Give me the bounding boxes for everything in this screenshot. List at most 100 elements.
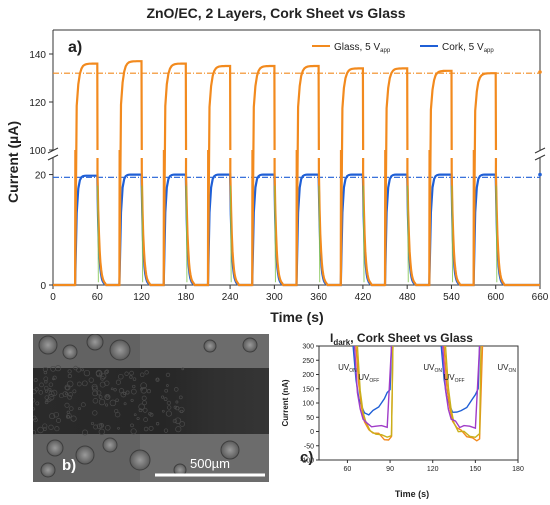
sem-grain xyxy=(138,408,143,413)
uv-annotation: UVOFF xyxy=(358,373,379,384)
sem-grain xyxy=(174,417,182,424)
sem-grain xyxy=(143,426,149,432)
decay-edge-overlay xyxy=(274,185,276,283)
uv-annotation: UVON xyxy=(423,363,442,374)
sem-grain xyxy=(88,377,94,383)
panel-c-ylabel: Current (nA) xyxy=(281,379,290,426)
sem-grain xyxy=(142,407,148,413)
sem-grain xyxy=(181,367,185,371)
sem-grain xyxy=(104,380,110,386)
sem-grain xyxy=(130,398,134,402)
x-tick-label: 540 xyxy=(443,292,460,303)
sem-grain xyxy=(92,410,98,416)
sem-grain xyxy=(49,413,56,420)
sem-grain xyxy=(65,385,70,391)
y-tick-label: 140 xyxy=(29,50,46,61)
sem-grain xyxy=(124,371,129,376)
sem-grain xyxy=(100,423,104,427)
sem-grain xyxy=(179,409,184,414)
sem-grain xyxy=(42,423,48,429)
sem-grain xyxy=(78,407,81,411)
x-tick-label: 180 xyxy=(177,292,194,303)
sem-grain xyxy=(72,389,77,394)
sem-grain xyxy=(155,422,160,426)
panel-c-label: c) xyxy=(300,449,313,466)
x-tick-label: 600 xyxy=(487,292,504,303)
sem-grain xyxy=(161,409,165,413)
x-tick-label: 60 xyxy=(344,466,352,473)
sem-grain xyxy=(92,390,99,397)
decay-edge-overlay xyxy=(229,185,232,283)
sem-grain xyxy=(69,406,74,411)
sem-grain xyxy=(104,370,109,375)
sem-grain xyxy=(175,426,182,433)
sem-grain xyxy=(44,380,48,384)
sem-grain xyxy=(155,377,160,382)
sem-grain xyxy=(129,375,133,379)
sem-grain xyxy=(66,413,72,419)
y-tick-label: 0 xyxy=(310,429,314,436)
sem-particle xyxy=(129,449,151,471)
sem-grain xyxy=(67,394,72,400)
sem-grain xyxy=(115,379,121,385)
x-tick-label: 150 xyxy=(470,466,482,473)
sem-grain xyxy=(68,392,73,397)
sem-grain xyxy=(65,392,68,396)
sem-grain xyxy=(76,381,82,387)
sem-grain xyxy=(99,381,106,388)
sem-grain xyxy=(35,401,40,406)
sem-particle xyxy=(102,437,118,453)
y-tick-label: 100 xyxy=(29,146,46,157)
sem-grain xyxy=(123,402,127,406)
sem-electrode-band xyxy=(33,368,269,434)
sem-grain xyxy=(122,391,127,395)
y-tick-label: 300 xyxy=(302,344,314,351)
y-tick-label: 20 xyxy=(35,171,47,182)
sem-grain xyxy=(114,411,121,418)
sem-grain xyxy=(172,418,178,424)
series-line-glass xyxy=(53,60,540,287)
panel-a-legend: Glass, 5 Vapp Cork, 5 Vapp xyxy=(312,42,494,54)
y-tick-label: 150 xyxy=(302,386,314,393)
series-line-cork-2 xyxy=(353,346,481,430)
sem-grain xyxy=(143,417,148,422)
x-tick-label: 300 xyxy=(266,292,283,303)
sem-grain xyxy=(83,369,91,377)
legend-label-cork: Cork, 5 Vapp xyxy=(442,42,494,54)
sem-particle xyxy=(38,335,58,355)
y-tick-label: 0 xyxy=(40,281,46,292)
decay-edge-overlay xyxy=(495,185,498,283)
x-tick-label: 660 xyxy=(532,292,549,303)
y-tick-label: -50 xyxy=(304,443,314,450)
sem-grain xyxy=(148,411,152,416)
sem-particle xyxy=(109,339,131,361)
sem-particle xyxy=(242,337,258,353)
sem-grain xyxy=(165,410,172,417)
sem-grain xyxy=(98,395,103,399)
sem-particle xyxy=(203,339,217,353)
panel-c-chart: Idark, Cork Sheet vs Glass Current (nA) … xyxy=(281,331,524,499)
sem-grain xyxy=(44,400,49,405)
sem-grain xyxy=(50,365,56,372)
sem-grain xyxy=(118,388,125,394)
sem-grain xyxy=(43,427,47,431)
sem-particle xyxy=(46,439,64,457)
sem-grain xyxy=(105,403,109,407)
sem-grain xyxy=(52,377,55,381)
sem-particle xyxy=(75,445,95,465)
sem-grain xyxy=(175,400,179,404)
panel-c-xlabel: Time (s) xyxy=(395,489,429,499)
decay-edge-overlay xyxy=(185,185,188,283)
sem-grain xyxy=(110,387,114,391)
sem-grain xyxy=(67,369,72,374)
x-tick-label: 480 xyxy=(399,292,416,303)
sem-grain xyxy=(130,428,137,435)
sem-particle xyxy=(62,344,78,360)
y-tick-label: 100 xyxy=(302,401,314,408)
sem-grain xyxy=(70,415,77,422)
panel-a-series xyxy=(53,60,542,287)
sem-grain xyxy=(105,394,110,400)
sem-grain xyxy=(33,417,38,423)
